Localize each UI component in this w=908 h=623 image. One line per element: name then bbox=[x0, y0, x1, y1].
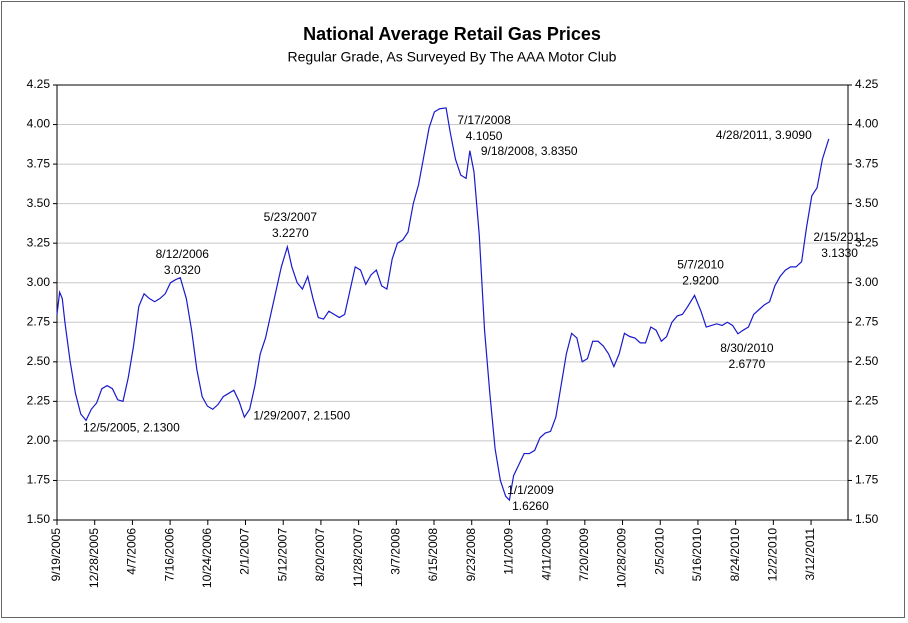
annotation: 2/15/2011 3.1330 bbox=[813, 230, 866, 260]
annotation-text: 3.0320 bbox=[164, 263, 201, 277]
annotation-text: 12/5/2005, 2.1300 bbox=[83, 421, 180, 435]
x-tick-label: 6/15/2008 bbox=[426, 528, 440, 582]
y-tick-label: 2.50 bbox=[27, 354, 51, 368]
y2-tick-label: 3.50 bbox=[855, 196, 879, 210]
y-tick-label: 2.75 bbox=[27, 314, 51, 328]
x-tick-label: 7/20/2009 bbox=[577, 528, 591, 582]
x-tick-label: 8/20/2007 bbox=[313, 528, 327, 582]
annotation: 8/30/2010 2.6770 bbox=[720, 341, 774, 371]
annotation: 4/28/2011, 3.9090 bbox=[716, 128, 812, 142]
annotation-text: 5/7/2010 bbox=[677, 258, 724, 272]
y-tick-label: 1.75 bbox=[27, 473, 51, 487]
x-tick-label: 9/19/2005 bbox=[49, 528, 63, 582]
x-tick-label: 12/2/2010 bbox=[766, 528, 780, 582]
annotation: 9/18/2008, 3.8350 bbox=[481, 144, 578, 158]
x-tick-label: 12/28/2005 bbox=[87, 528, 101, 588]
annotation: 5/7/2010 2.9200 bbox=[677, 258, 724, 288]
annotation: 1/29/2007, 2.1500 bbox=[253, 408, 350, 422]
y2-tick-label: 1.75 bbox=[855, 473, 879, 487]
annotation-text: 2/15/2011 bbox=[813, 230, 866, 244]
annotation-text: 8/12/2006 bbox=[156, 247, 210, 261]
x-tick-label: 11/28/2007 bbox=[351, 528, 365, 587]
annotation: 1/1/2009 1.6260 bbox=[507, 483, 554, 513]
y2-tick-label: 3.75 bbox=[855, 156, 879, 170]
annotation-text: 4.1050 bbox=[466, 129, 503, 143]
x-tick-label: 4/11/2009 bbox=[539, 528, 553, 581]
y-tick-label: 2.00 bbox=[27, 433, 51, 447]
y2-tick-label: 2.25 bbox=[855, 394, 879, 408]
x-tick-label: 3/12/2011 bbox=[803, 528, 817, 581]
annotation: 12/5/2005, 2.1300 bbox=[83, 421, 180, 435]
annotation-text: 1.6260 bbox=[512, 499, 549, 513]
y-tick-label: 2.25 bbox=[27, 394, 51, 408]
x-tick-label: 7/16/2006 bbox=[162, 528, 176, 582]
x-tick-label: 10/24/2006 bbox=[200, 528, 214, 588]
y-tick-label: 3.25 bbox=[27, 235, 51, 249]
x-tick-label: 4/7/2006 bbox=[125, 528, 139, 575]
annotation-text: 1/1/2009 bbox=[507, 483, 554, 497]
annotation-text: 7/17/2008 bbox=[457, 113, 511, 127]
annotation-text: 3.1330 bbox=[821, 246, 858, 260]
annotation-text: 5/23/2007 bbox=[264, 210, 318, 224]
y-tick-label: 3.75 bbox=[27, 156, 51, 170]
annotation-text: 4/28/2011, 3.9090 bbox=[716, 128, 812, 142]
y-tick-label: 3.00 bbox=[27, 275, 51, 289]
x-tick-label: 5/12/2007 bbox=[275, 528, 289, 582]
y2-tick-label: 4.25 bbox=[855, 77, 879, 91]
annotation: 8/12/2006 3.0320 bbox=[156, 247, 210, 277]
x-tick-label: 5/16/2010 bbox=[690, 528, 704, 582]
y2-tick-label: 3.25 bbox=[855, 235, 879, 249]
x-tick-label: 3/7/2008 bbox=[388, 528, 402, 575]
annotation: 7/17/2008 4.1050 bbox=[457, 113, 511, 143]
y-tick-label: 4.00 bbox=[27, 117, 51, 131]
chart-title: National Average Retail Gas Prices bbox=[303, 24, 601, 44]
annotation-text: 1/29/2007, 2.1500 bbox=[253, 408, 350, 422]
y2-tick-label: 1.50 bbox=[855, 512, 879, 526]
y-tick-label: 3.50 bbox=[27, 196, 51, 210]
x-tick-label: 2/5/2010 bbox=[652, 528, 666, 575]
x-tick-label: 8/24/2010 bbox=[728, 528, 742, 582]
y2-tick-label: 2.00 bbox=[855, 433, 879, 447]
annotation-text: 9/18/2008, 3.8350 bbox=[481, 144, 578, 158]
x-tick-label: 1/1/2009 bbox=[502, 528, 516, 575]
annotation-text: 3.2270 bbox=[272, 226, 309, 240]
y2-tick-label: 3.00 bbox=[855, 275, 879, 289]
x-tick-label: 2/1/2007 bbox=[238, 528, 252, 575]
y-tick-label: 1.50 bbox=[27, 512, 51, 526]
y2-tick-label: 2.50 bbox=[855, 354, 879, 368]
y-tick-label: 4.25 bbox=[27, 77, 51, 91]
y2-tick-label: 4.00 bbox=[855, 117, 879, 131]
annotation-text: 2.9200 bbox=[682, 274, 719, 288]
x-tick-label: 9/23/2008 bbox=[464, 528, 478, 582]
y2-tick-label: 2.75 bbox=[855, 314, 879, 328]
price-line bbox=[56, 107, 830, 502]
annotation: 5/23/2007 3.2270 bbox=[264, 210, 318, 240]
chart-subtitle: Regular Grade, As Surveyed By The AAA Mo… bbox=[288, 49, 617, 65]
plot-area bbox=[56, 84, 849, 521]
annotation-text: 2.6770 bbox=[729, 357, 766, 371]
annotation-text: 8/30/2010 bbox=[720, 341, 774, 355]
x-tick-label: 10/28/2009 bbox=[615, 528, 629, 588]
